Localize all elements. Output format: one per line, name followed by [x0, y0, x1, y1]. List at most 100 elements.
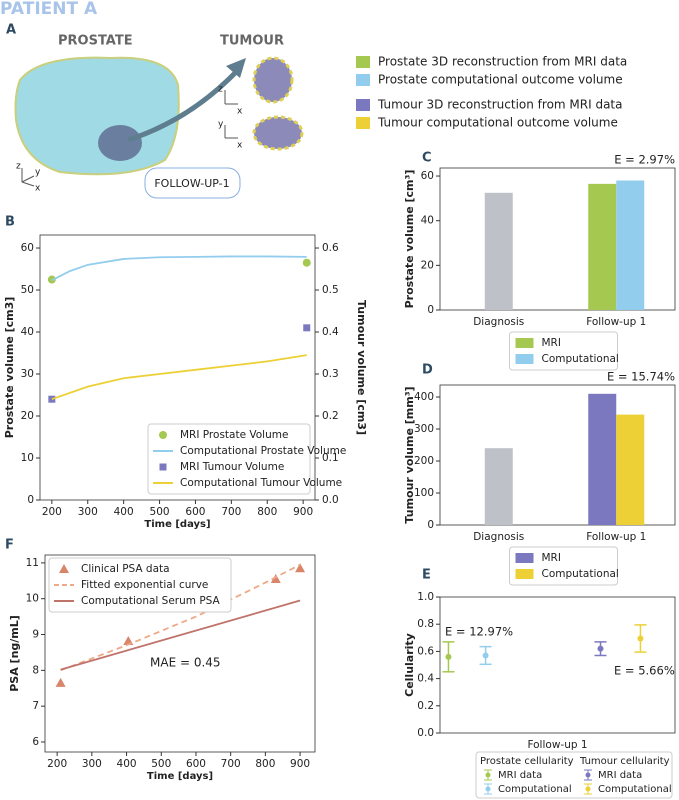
legend-box	[48, 557, 232, 613]
x-tick-label: 400	[117, 758, 137, 770]
axis-letter: z	[218, 85, 223, 95]
panel-label: C	[422, 151, 432, 166]
data-line	[51, 255, 307, 282]
y-tick-label: 6	[32, 736, 39, 748]
x-tick-label: 400	[114, 506, 134, 518]
bar	[588, 393, 617, 525]
y-tick-label: 10	[26, 593, 39, 605]
legend-swatch	[515, 553, 534, 563]
y2-tick-label: 0.5	[322, 284, 339, 296]
y2-axis-label: Tumour volume [cm3]	[355, 300, 368, 435]
tumour-title: TUMOUR	[220, 34, 284, 49]
legend-marker	[485, 786, 491, 792]
plot-frame	[439, 167, 676, 311]
legend-label: Computational	[498, 784, 572, 795]
y2-tick-label: 0.6	[322, 242, 339, 254]
y-axis-label: Cellularity	[403, 633, 416, 697]
x-tick-label: Follow-up 1	[586, 316, 646, 328]
axis-letter: x	[237, 141, 243, 151]
legend-swatch	[356, 56, 370, 68]
legend-swatch	[515, 354, 534, 364]
data-point	[270, 573, 281, 583]
data-point	[295, 563, 306, 573]
y-tick-label: 0	[427, 519, 434, 531]
legend-box	[509, 331, 618, 371]
x-tick-label: 600	[186, 758, 206, 770]
x-tick-label: 700	[221, 506, 241, 518]
x-axis-label: Time [days]	[144, 519, 210, 530]
y-tick-label: 40	[21, 326, 34, 338]
data-point	[59, 564, 69, 573]
prostate-volume	[14, 56, 180, 176]
tumour-volume	[98, 125, 142, 161]
y2-tick-label: 0.0	[322, 494, 339, 506]
x-tick-label: 900	[293, 506, 313, 518]
bar	[484, 448, 513, 525]
y-tick-label: 400	[414, 391, 434, 403]
y-axis-label: Tumour volume [mm³]	[403, 386, 416, 523]
y2-tick-label: 0.4	[322, 326, 339, 338]
y-tick-label: 0	[27, 494, 34, 506]
legend-swatch	[515, 569, 534, 579]
legend-label: Computational Prostate Volume	[180, 445, 346, 457]
x-tick-label: 500	[151, 758, 171, 770]
y-tick-label: 0.4	[417, 673, 434, 685]
bar	[616, 180, 645, 310]
legend-label: Computational Tumour Volume	[180, 477, 342, 489]
prostate-title: PROSTATE	[58, 34, 133, 49]
y-tick-label: 0.6	[417, 645, 434, 657]
data-point	[159, 463, 167, 471]
y-tick-label: 300	[414, 423, 434, 435]
y-tick-label: 200	[414, 455, 434, 467]
legend-swatch	[356, 117, 370, 129]
legend-label: MRI data	[498, 770, 542, 781]
y-tick-label: 40	[421, 215, 434, 227]
y-tick-label: 0.8	[417, 618, 434, 630]
legend-label: MRI data	[598, 770, 642, 781]
y-tick-label: 11	[26, 557, 39, 569]
panel-label: B	[5, 215, 15, 230]
data-point	[482, 652, 489, 659]
x-tick-label: 500	[150, 506, 170, 518]
x-tick-label: 300	[78, 506, 98, 518]
plot-frame	[44, 554, 316, 753]
legend-marker	[485, 772, 491, 778]
x-tick-label: 800	[255, 758, 275, 770]
legend-label: Tumour computational outcome volume	[377, 116, 618, 130]
y-tick-label: 20	[21, 410, 34, 422]
data-line	[60, 563, 301, 672]
annotation: E = 5.66%	[614, 664, 675, 678]
legend-label: Tumour 3D reconstruction from MRI data	[377, 98, 623, 112]
legend-label: Prostate computational outcome volume	[378, 73, 623, 87]
y-axis-label: PSA [ng/mL]	[8, 615, 21, 692]
y-tick-label: 9	[32, 629, 39, 641]
x-tick-label: Diagnosis	[473, 316, 524, 328]
y-tick-label: 50	[21, 284, 34, 296]
data-point	[597, 645, 604, 652]
y-tick-label: 7	[32, 700, 39, 712]
data-line	[51, 354, 307, 401]
x-tick-label: Follow-up 1	[586, 531, 646, 543]
legend-swatch	[356, 99, 370, 111]
data-point	[445, 653, 452, 660]
panel-label: F	[5, 538, 14, 553]
legend-label: Prostate 3D reconstruction from MRI data	[378, 55, 627, 69]
panel-label: E	[422, 568, 431, 583]
y-tick-label: 8	[32, 664, 39, 676]
y2-tick-label: 0.2	[322, 410, 339, 422]
bar	[616, 414, 645, 525]
legend-label: Computational	[598, 784, 672, 795]
y-tick-label: 10	[21, 452, 34, 464]
legend-label: Fitted exponential curve	[81, 579, 208, 591]
y-tick-label: 30	[21, 368, 34, 380]
data-point	[55, 677, 66, 687]
y-tick-label: 0	[427, 304, 434, 316]
plot-frame	[439, 384, 676, 526]
legend-marker	[585, 772, 591, 778]
y2-tick-label: 0.1	[322, 452, 339, 464]
bar	[484, 192, 513, 310]
follow-up-box	[144, 167, 241, 199]
legend-title: Tumour cellularity	[579, 756, 670, 767]
